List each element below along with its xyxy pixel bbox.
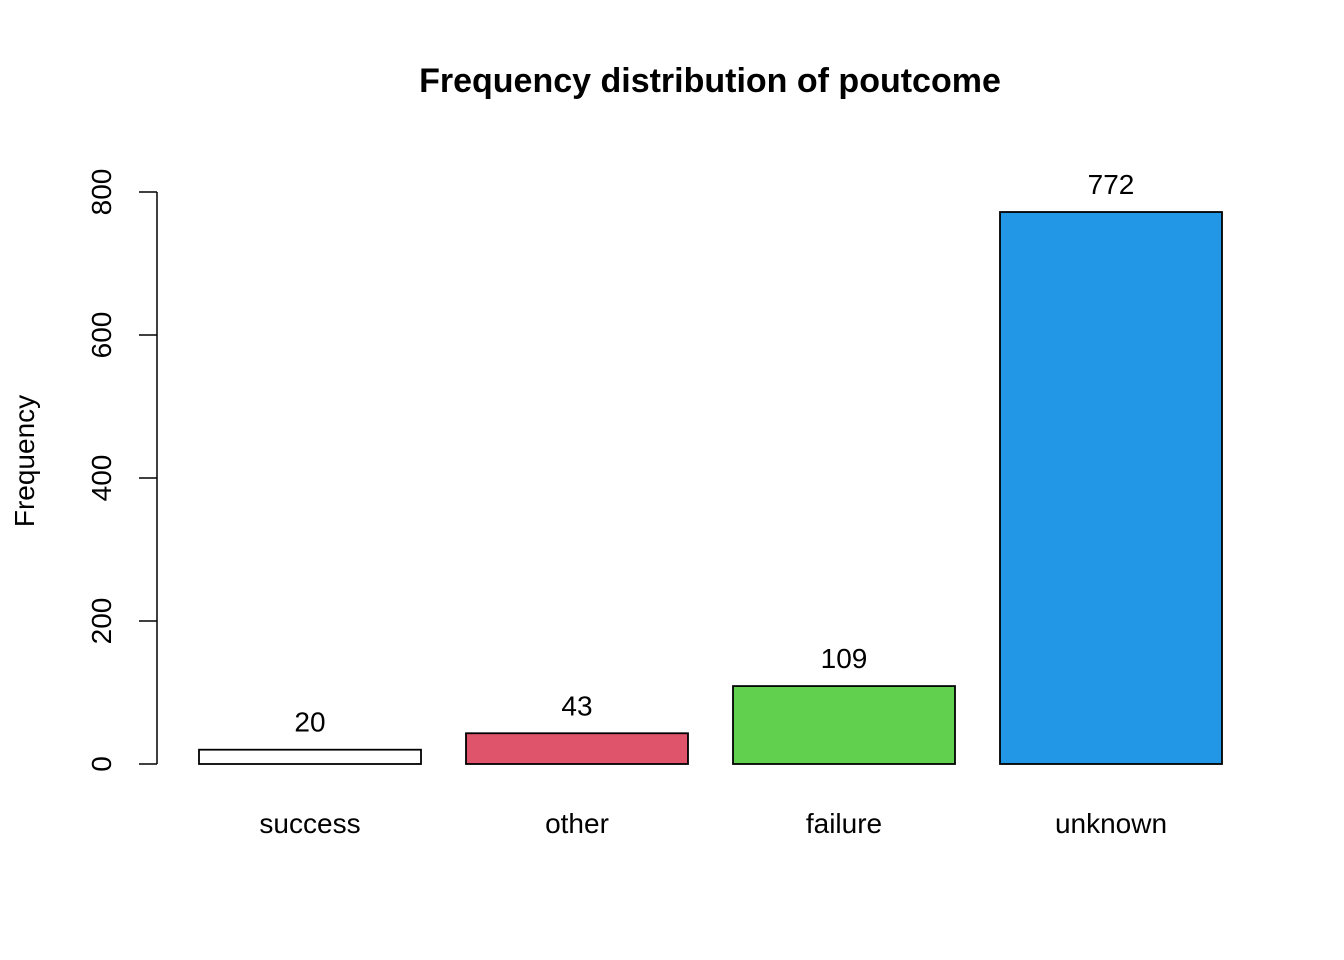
data-label-failure: 109: [821, 643, 868, 674]
y-tick-label: 400: [86, 455, 117, 502]
chart-title: Frequency distribution of poutcome: [419, 62, 1001, 100]
data-label-other: 43: [561, 690, 592, 721]
data-label-unknown: 772: [1088, 169, 1135, 200]
y-tick-label: 600: [86, 312, 117, 359]
bar-other: [465, 732, 689, 765]
bar-success: [198, 748, 422, 765]
y-axis-label: Frequency: [9, 395, 40, 527]
y-tick-label: 0: [86, 756, 117, 772]
y-axis: 0 200 400 600 800: [86, 169, 158, 772]
bar-unknown: [999, 211, 1223, 765]
data-label-success: 20: [294, 707, 325, 738]
category-label-unknown: unknown: [1055, 808, 1167, 839]
category-labels: success other failure unknown: [259, 808, 1167, 839]
y-tick-label: 200: [86, 598, 117, 645]
category-label-failure: failure: [806, 808, 882, 839]
category-label-other: other: [545, 808, 609, 839]
bar-failure: [732, 685, 956, 765]
y-tick-label: 800: [86, 169, 117, 216]
bars: [198, 211, 1223, 765]
data-labels: 20 43 109 772: [294, 169, 1134, 738]
category-label-success: success: [259, 808, 360, 839]
